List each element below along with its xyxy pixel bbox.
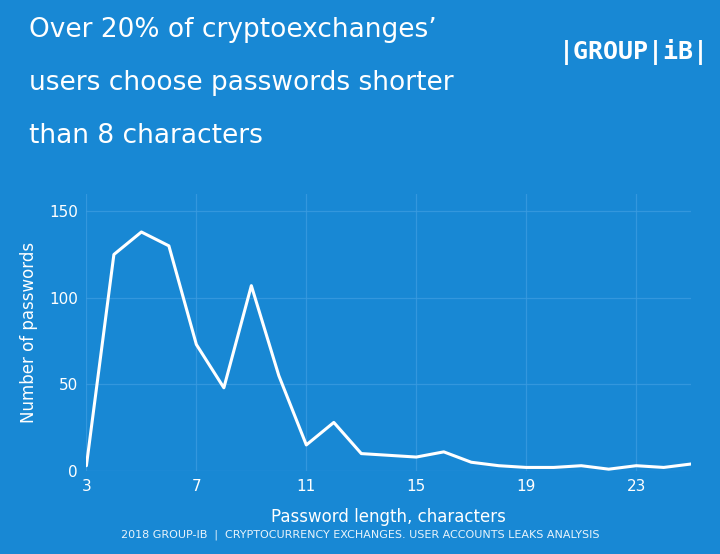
X-axis label: Password length, characters: Password length, characters <box>271 508 506 526</box>
Y-axis label: Number of passwords: Number of passwords <box>20 242 38 423</box>
Text: Over 20% of cryptoexchanges’: Over 20% of cryptoexchanges’ <box>29 17 436 43</box>
Text: 2018 GROUP-IB  |  CRYPTOCURRENCY EXCHANGES. USER ACCOUNTS LEAKS ANALYSIS: 2018 GROUP-IB | CRYPTOCURRENCY EXCHANGES… <box>121 530 599 540</box>
Text: than 8 characters: than 8 characters <box>29 123 263 149</box>
Text: users choose passwords shorter: users choose passwords shorter <box>29 70 454 96</box>
Text: |GROUP|iB|: |GROUP|iB| <box>559 39 708 65</box>
